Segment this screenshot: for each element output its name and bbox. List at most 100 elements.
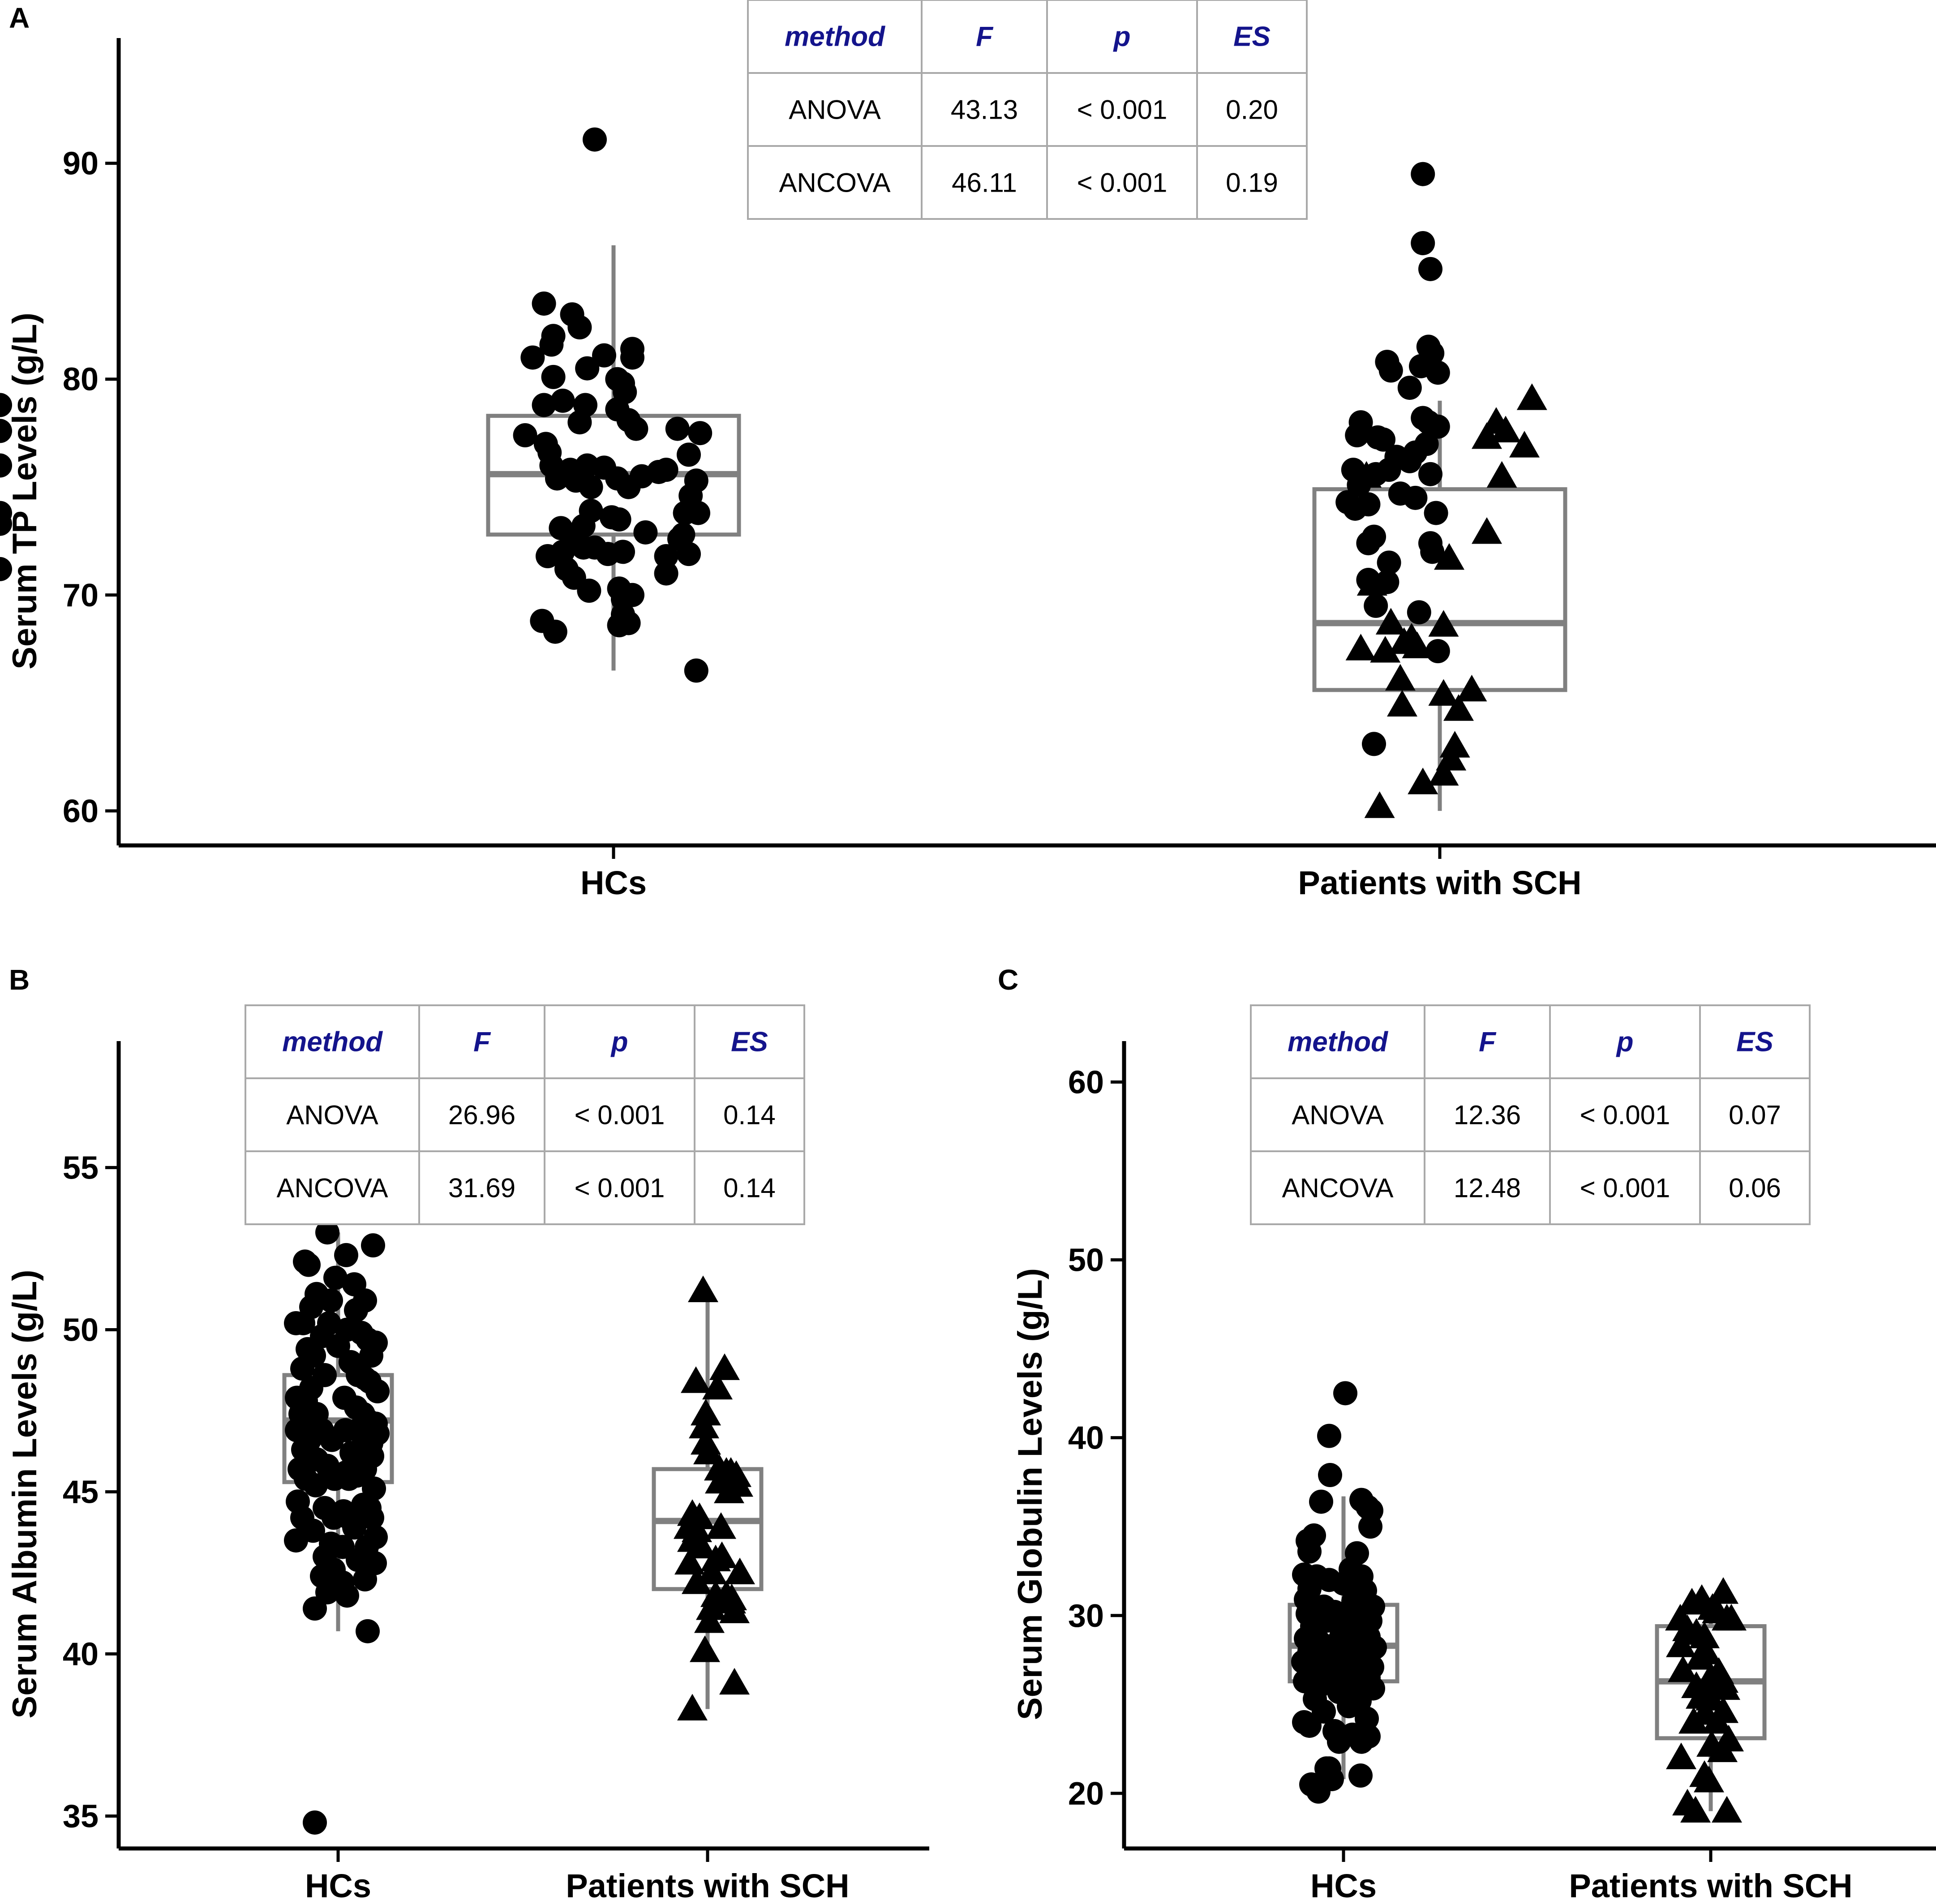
table-header-method: method: [1288, 1027, 1388, 1058]
data-point-circle: [1355, 1707, 1379, 1731]
data-point-circle: [1425, 639, 1450, 664]
data-point-triangle: [706, 1512, 736, 1539]
table-value: 0.20: [1226, 95, 1278, 125]
panel-b-y-tick-label: 45: [63, 1474, 99, 1510]
data-point-circle: [1318, 1463, 1342, 1488]
data-point-circle: [361, 1233, 385, 1258]
data-point-circle: [1378, 358, 1403, 383]
data-point-circle: [513, 423, 537, 448]
table-cell: [1699, 1150, 1811, 1225]
panel-c-y-tick-label: 50: [1068, 1242, 1104, 1278]
data-point-circle: [1333, 1381, 1357, 1406]
data-point-circle: [296, 1252, 321, 1277]
data-point-circle: [520, 345, 545, 370]
data-point-triangle: [1443, 694, 1474, 721]
panel-b-letter: B: [9, 964, 30, 996]
data-point-circle: [334, 1243, 358, 1267]
table-cell: [1046, 145, 1198, 220]
data-point-triangle: [702, 1372, 733, 1400]
table-value: ANCOVA: [277, 1173, 388, 1203]
panel-c-y-tick-label: 60: [1068, 1064, 1104, 1100]
table-cell: [747, 72, 923, 147]
data-point-circle: [1424, 501, 1448, 525]
table-value: ANCOVA: [779, 168, 891, 198]
data-point-circle: [365, 1379, 390, 1404]
data-point-triangle: [1666, 1742, 1696, 1769]
table-value: < 0.001: [1580, 1100, 1670, 1130]
table-value: < 0.001: [1580, 1173, 1670, 1203]
data-point-triangle: [709, 1353, 740, 1380]
data-point-circle: [1317, 1424, 1341, 1448]
data-point-triangle: [1691, 1638, 1721, 1664]
data-point-circle: [1309, 1489, 1333, 1514]
data-point-circle: [1327, 1729, 1351, 1754]
table-value: 0.14: [723, 1173, 776, 1203]
table-cell: [1699, 1077, 1811, 1152]
data-point-circle: [320, 1428, 344, 1452]
data-point-triangle: [1456, 674, 1487, 702]
panel-a-y-tick-label: 90: [63, 146, 99, 182]
data-point-triangle: [1385, 664, 1416, 691]
panel-b-points-sch: [674, 1275, 755, 1721]
table-value: 12.36: [1454, 1100, 1521, 1130]
data-point-triangle: [1710, 1673, 1740, 1700]
panel-c-letter: C: [998, 964, 1018, 996]
panel-a-y-tick-label: 70: [63, 578, 99, 613]
data-point-triangle: [1370, 636, 1401, 663]
data-point-triangle: [1356, 569, 1387, 596]
data-point-circle: [543, 619, 567, 644]
data-point-triangle: [1375, 608, 1406, 635]
data-point-triangle: [1351, 461, 1382, 488]
table-value: ANCOVA: [1282, 1173, 1394, 1203]
table-cell: [694, 1150, 805, 1225]
table-value: 12.48: [1454, 1173, 1521, 1203]
data-point-triangle: [1509, 431, 1540, 458]
panel-c-category-label: HCs: [1310, 1867, 1377, 1902]
panel-b-category-label: HCs: [305, 1867, 371, 1902]
data-point-circle: [1349, 1729, 1374, 1754]
data-point-triangle: [1490, 416, 1521, 442]
table-value: < 0.001: [1077, 95, 1168, 125]
data-point-triangle: [700, 1544, 731, 1572]
data-point-circle: [323, 1265, 348, 1290]
table-cell: [1424, 1150, 1551, 1225]
data-point-circle: [1331, 1571, 1356, 1596]
table-cell: [694, 1077, 805, 1152]
data-point-circle: [654, 561, 678, 586]
data-point-circle: [624, 416, 648, 441]
data-point-circle: [0, 393, 12, 417]
data-point-circle: [1345, 423, 1369, 448]
data-point-circle: [359, 1343, 383, 1368]
data-point-circle: [0, 511, 12, 536]
panel-b-points-hcs: [284, 1136, 390, 1835]
panel-c-y-tick-label: 30: [1068, 1598, 1104, 1634]
data-point-triangle: [693, 1437, 724, 1465]
data-point-circle: [360, 1505, 384, 1530]
panel-b-y-tick-label: 40: [63, 1637, 99, 1672]
data-point-circle: [611, 540, 635, 564]
data-point-circle: [1425, 360, 1450, 385]
data-point-triangle: [1707, 1735, 1738, 1762]
data-point-circle: [1337, 1694, 1361, 1719]
data-point-circle: [303, 1596, 327, 1621]
panel-b-y-axis-title: Serum Albumin Levels (g/L): [6, 1269, 44, 1718]
data-point-triangle: [691, 1398, 721, 1426]
data-point-circle: [1356, 492, 1381, 517]
data-point-triangle: [1516, 383, 1547, 410]
data-point-circle: [684, 658, 708, 683]
table-cell: [1196, 72, 1308, 147]
data-point-circle: [1397, 375, 1422, 400]
data-point-circle: [579, 475, 603, 499]
data-point-circle: [1356, 531, 1381, 556]
data-point-triangle: [674, 1512, 704, 1539]
data-point-circle: [1425, 414, 1450, 439]
data-point-circle: [304, 1473, 328, 1498]
data-point-triangle: [1345, 634, 1376, 660]
panel-a-y-tick-label: 80: [63, 362, 99, 398]
data-point-circle: [541, 365, 566, 389]
data-point-triangle: [1689, 1621, 1720, 1648]
table-value: 0.06: [1729, 1173, 1781, 1203]
data-point-triangle: [681, 1366, 711, 1393]
data-point-triangle: [1666, 1630, 1696, 1657]
data-point-triangle: [1408, 768, 1438, 794]
